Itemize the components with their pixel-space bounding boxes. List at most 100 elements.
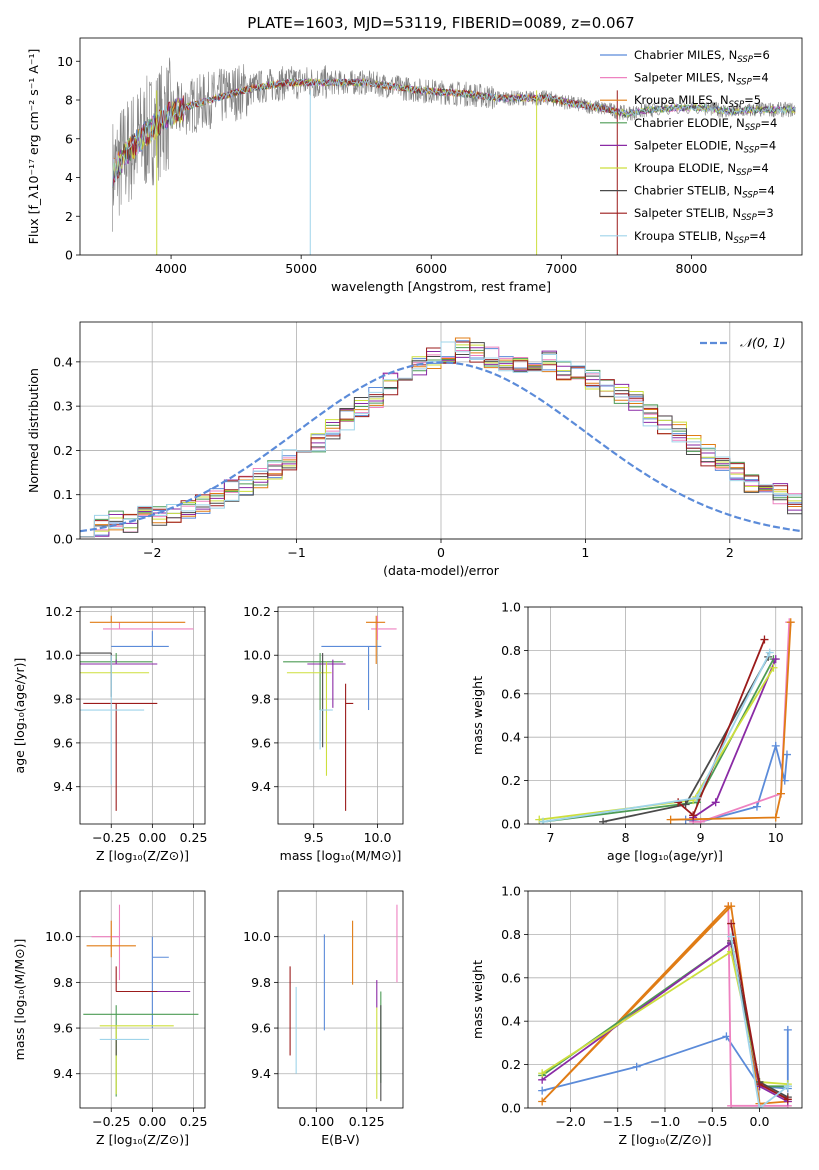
legend-entry-3: Chabrier ELODIE, NSSP=4	[634, 116, 777, 133]
x-tick-label-1: 0.00	[138, 1114, 166, 1129]
axes-age_vs_Z: −0.25 0.00 0.25 9.4 9.6 9.8 10.0 10.2 Z [log₁₀(Z…	[12, 604, 207, 863]
x-tick-label-1: 10.0	[364, 830, 392, 845]
y-tick-label-0: 0	[65, 248, 73, 263]
legend-entry-0: Chabrier MILES, NSSP=6	[634, 48, 770, 65]
legend-sub: SSP	[729, 100, 745, 110]
weight-marker-krou_miles	[776, 789, 785, 798]
x-tick-label-2: −1.0	[650, 1114, 680, 1129]
histogram-krou_stelib	[80, 341, 802, 538]
legend-sub: SSP	[734, 236, 750, 246]
axes-frame	[79, 606, 206, 825]
x-axis-label: (data-model)/error	[383, 563, 500, 578]
axes-frame	[527, 606, 803, 825]
weight-marker-krou_miles	[666, 815, 675, 824]
y-tick-label-0: 0.0	[53, 532, 73, 547]
x-tick-label-0: 4000	[155, 261, 187, 276]
plot-area-spectrum	[112, 57, 796, 255]
x-tick-label-3: −0.5	[697, 1114, 727, 1129]
legend-sub: SSP	[744, 145, 760, 155]
x-tick-label-2: 0	[437, 545, 445, 560]
weight-marker-salp_miles	[727, 1101, 736, 1108]
legend-tail: =4	[758, 184, 775, 198]
x-axis-label: Z [log₁₀(Z/Z⊙)]	[96, 848, 189, 863]
x-tick-label-3: 1	[581, 545, 589, 560]
y-tick-label-1: 9.6	[53, 735, 73, 750]
axes-weight_vs_age: 7 8 9 10 0.0 0.2 0.4 0.6 0.8 1.0 age [log₁₀(age/yr…	[470, 600, 803, 863]
legend-label: Chabrier STELIB, N	[634, 184, 742, 198]
y-tick-label-0: 9.4	[53, 1066, 73, 1081]
axes-frame	[277, 890, 404, 1109]
y-tick-label-3: 10.0	[243, 648, 271, 663]
y-tick-label-1: 2	[65, 209, 73, 224]
weight-marker-krou_stelib	[765, 648, 774, 657]
axes-frame	[79, 890, 206, 1109]
y-tick-label-4: 10.2	[243, 604, 271, 619]
x-tick-label-1: 5000	[285, 261, 317, 276]
legend-label: Salpeter ELODIE, N	[634, 138, 744, 152]
x-axis-label: Z [log₁₀(Z/Z⊙)]	[619, 1132, 712, 1147]
axes-frame	[277, 606, 404, 825]
legend-label: Kroupa STELIB, N	[634, 229, 734, 243]
y-axis-label: Normed distribution	[26, 368, 41, 493]
legend-entry-7: Salpeter STELIB, NSSP=3	[634, 206, 774, 223]
x-tick-label-0: −0.25	[92, 830, 130, 845]
legend: Chabrier MILES, NSSP=6 Salpeter MILES, N S…	[600, 48, 777, 246]
legend-label: Salpeter MILES, N	[634, 71, 736, 85]
legend-label: Chabrier ELODIE, N	[634, 116, 745, 130]
chart-title: PLATE=1603, MJD=53119, FIBERID=0089, z=0…	[247, 14, 634, 32]
plot-area-age_vs_mass	[283, 615, 397, 811]
y-tick-label-3: 10.0	[45, 648, 73, 663]
plot-area-residuals	[80, 337, 802, 538]
x-axis-label: age [log₁₀(age/yr)]	[607, 848, 723, 863]
legend-sub: SSP	[741, 213, 757, 223]
weight-marker-krou_stelib	[539, 817, 548, 824]
weight-marker-salp_stelib	[674, 798, 683, 807]
x-tick-label-0: −2	[143, 545, 161, 560]
weight-line-krou_elodie	[539, 667, 775, 821]
weight-marker-chab_stelib	[599, 817, 608, 824]
legend-tail: =5	[744, 93, 761, 107]
weight-marker-chab_miles	[771, 741, 780, 750]
x-tick-label-4: 2	[726, 545, 734, 560]
y-tick-label-4: 0.8	[501, 643, 521, 658]
x-tick-label-2: 0.25	[180, 830, 208, 845]
weight-marker-salp_stelib	[689, 811, 698, 820]
legend-tail: =4	[760, 116, 777, 130]
x-tick-label-4: 0.0	[750, 1114, 770, 1129]
x-tick-label-1: −1	[287, 545, 305, 560]
x-tick-label-1: 0.00	[138, 830, 166, 845]
y-tick-label-0: 9.4	[53, 779, 73, 794]
histogram-salp_stelib	[80, 341, 802, 538]
y-tick-label-3: 10.0	[45, 929, 73, 944]
weight-marker-chab_stelib	[681, 800, 690, 809]
legend-tail: =3	[757, 206, 774, 220]
legend-label: Kroupa ELODIE, N	[634, 161, 736, 175]
x-tick-label-0: 9.5	[304, 830, 324, 845]
x-tick-label-2: 6000	[415, 261, 447, 276]
axes-frame	[527, 890, 803, 1109]
legend-tail: =4	[752, 71, 769, 85]
x-tick-label-4: 8000	[676, 261, 708, 276]
axes-spectrum: 4000 5000 6000 7000 8000 0 2 4 6 8 10 wavelength [A…	[26, 14, 803, 294]
y-tick-label-5: 1.0	[501, 884, 521, 899]
x-axis-label: Z [log₁₀(Z/Z⊙)]	[96, 1132, 189, 1147]
x-axis-label: wavelength [Angstrom, rest frame]	[331, 279, 551, 294]
legend-entry-8: Kroupa STELIB, NSSP=4	[634, 229, 766, 246]
weight-marker-salp_elodie	[771, 655, 780, 664]
plot-area-weight_vs_age	[535, 618, 795, 824]
normal-curve-line	[80, 361, 802, 533]
histogram-salp_miles	[80, 346, 802, 538]
weight-marker-chab_miles	[632, 1062, 641, 1071]
weight-marker-krou_stelib	[727, 932, 736, 941]
weight-marker-salp_elodie	[711, 798, 720, 807]
y-tick-label-1: 0.1	[53, 487, 73, 502]
y-axis-label: mass [log₁₀(M/M⊙)]	[12, 939, 27, 1061]
axes-age_vs_mass: 9.5 10.0 9.4 9.6 9.8 10.0 10.2 mass [log₁₀(M/M⊙…	[243, 604, 404, 863]
y-tick-label-2: 0.4	[501, 730, 521, 745]
y-tick-label-2: 4	[65, 170, 73, 185]
axes-frame	[79, 37, 803, 256]
x-tick-label-2: 0.25	[180, 1114, 208, 1129]
legend-label: Chabrier MILES, N	[634, 48, 737, 62]
plot-area-mass_vs_ebv	[289, 904, 398, 1102]
axes-mass_vs_ebv: 0.100 0.125 9.4 9.6 9.8 10.0 E(B-V)	[243, 890, 404, 1147]
